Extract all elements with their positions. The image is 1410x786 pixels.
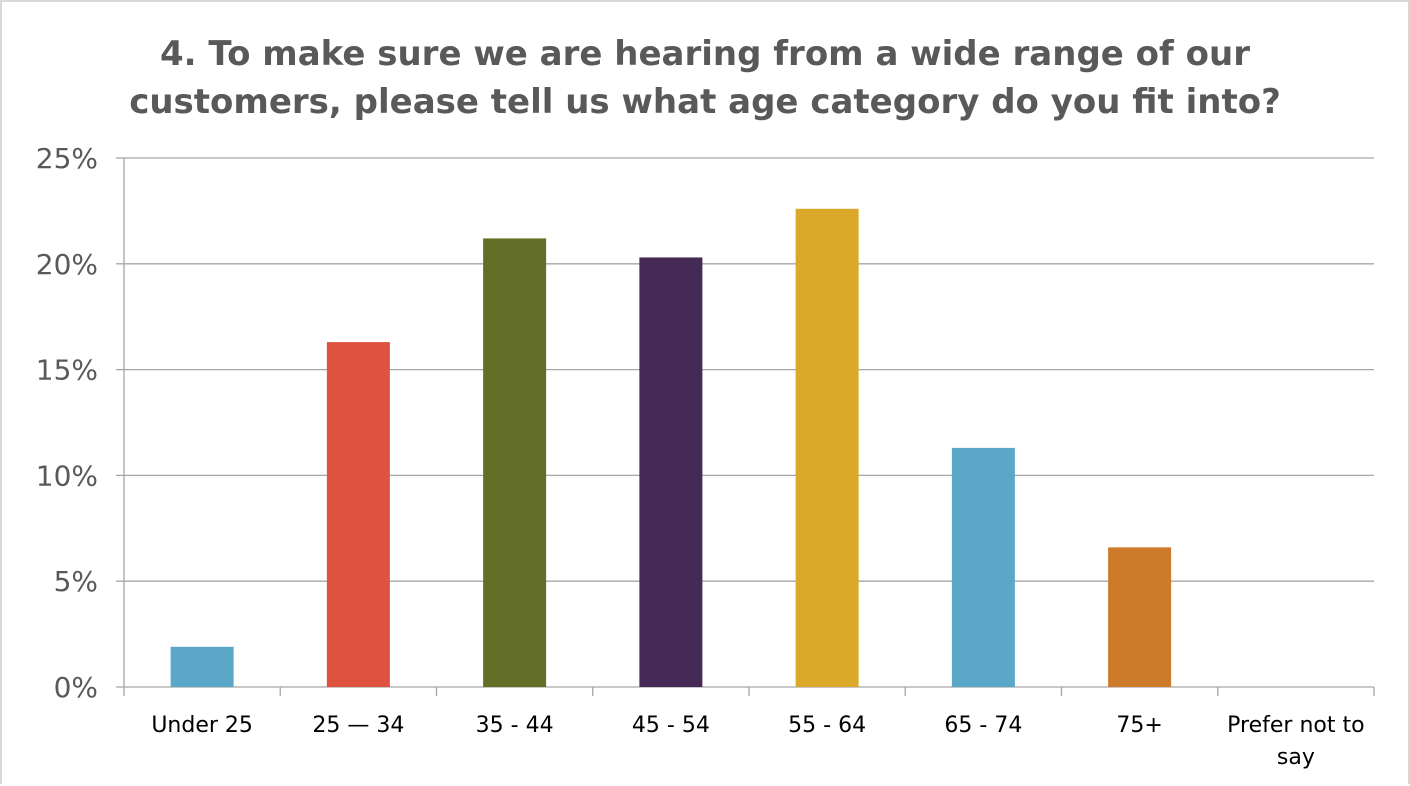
- chart-title-line-2: customers, please tell us what age categ…: [129, 82, 1281, 122]
- y-tick-label: 20%: [36, 248, 98, 281]
- bar: [483, 238, 547, 687]
- bar: [951, 447, 1015, 687]
- bar: [795, 208, 859, 687]
- x-tick-label: 35 - 44: [476, 713, 554, 738]
- x-tick-label: 65 - 74: [944, 713, 1022, 738]
- chart-title-line-1: 4. To make sure we are hearing from a wi…: [159, 34, 1250, 74]
- x-tick-label: 55 - 64: [788, 713, 866, 738]
- y-tick-label: 10%: [36, 459, 98, 492]
- x-tick-label: say: [1277, 745, 1315, 770]
- y-tick-label: 25%: [36, 142, 98, 175]
- bar: [326, 342, 390, 687]
- bar: [170, 646, 234, 687]
- x-tick-label: 45 - 54: [632, 713, 710, 738]
- x-tick-label: 75+: [1116, 713, 1162, 738]
- y-tick-label: 0%: [54, 671, 98, 704]
- y-tick-label: 15%: [36, 354, 98, 387]
- bar: [1108, 547, 1172, 687]
- x-tick-label: Prefer not to: [1227, 713, 1364, 738]
- x-tick-label: Under 25: [151, 713, 253, 738]
- bar: [639, 257, 703, 687]
- chart-title: 4. To make sure we are hearing from a wi…: [2, 30, 1408, 126]
- y-tick-label: 5%: [54, 565, 98, 598]
- x-tick-label: 25 — 34: [312, 713, 404, 738]
